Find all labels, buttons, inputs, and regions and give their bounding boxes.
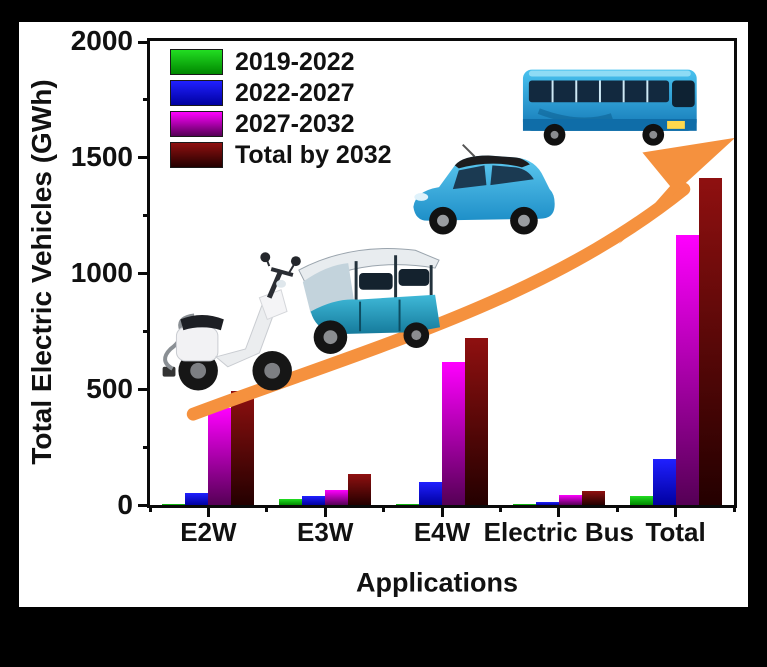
x-tick-major: [674, 505, 678, 517]
legend-label: 2022-2027: [235, 79, 355, 107]
bar-Total-by-2032-E4W: [465, 337, 488, 505]
x-tick-major: [206, 505, 210, 517]
y-tick-minor: [143, 213, 150, 217]
x-tick-label: E4W: [413, 517, 471, 547]
legend-swatch: [170, 49, 223, 75]
chart-figure: Total Electric Vehicles (GWh) Applicatio…: [19, 22, 748, 607]
y-tick-major: [138, 503, 150, 507]
bar-Total-by-2032-Total: [698, 177, 722, 505]
legend-label: 2027-2032: [235, 110, 355, 138]
bar-2022-2027-Total: [652, 458, 676, 505]
bar-Total-by-2032-Electric-Bus: [581, 491, 605, 505]
bar-2027-2032-Electric-Bus: [558, 494, 582, 505]
y-axis-title: Total Electric Vehicles (GWh): [26, 79, 57, 465]
x-tick-minor: [382, 505, 386, 512]
bar-2022-2027-E3W: [302, 495, 326, 505]
x-tick-label: Total: [645, 517, 706, 547]
y-tick-label: 1000: [70, 257, 133, 288]
x-tick-minor: [498, 505, 502, 512]
x-axis-title: Applications: [355, 567, 519, 598]
legend-label: 2019-2022: [235, 48, 355, 76]
y-tick-minor: [143, 445, 150, 449]
x-tick-minor: [732, 505, 736, 512]
bar-2019-2022-E3W: [279, 499, 303, 505]
legend-item: 2022-2027: [170, 80, 392, 106]
y-tick-label: 1500: [70, 141, 133, 172]
y-tick-label: 500: [86, 373, 133, 404]
x-tick-label: E2W: [180, 517, 237, 547]
legend-label: Total by 2032: [235, 141, 392, 169]
bar-group-e4w: [396, 41, 488, 505]
x-tick-minor: [615, 505, 619, 512]
y-tick-major: [138, 271, 150, 275]
bar-Total-by-2032-E3W: [348, 473, 372, 505]
x-tick-major: [440, 505, 444, 517]
bar-2019-2022-E2W: [162, 504, 186, 505]
bar-2022-2027-E2W: [185, 493, 209, 505]
bar-Total-by-2032-E2W: [231, 391, 255, 505]
bar-group-total: [629, 41, 722, 505]
legend-item: 2019-2022: [170, 49, 392, 75]
legend-swatch: [170, 80, 223, 106]
x-tick-minor: [148, 505, 152, 512]
y-tick-major: [138, 155, 150, 159]
y-tick-minor: [143, 97, 150, 101]
legend-swatch: [170, 111, 223, 137]
x-tick-minor: [265, 505, 269, 512]
bar-2022-2027-Electric-Bus: [535, 501, 559, 505]
legend-swatch: [170, 142, 223, 168]
y-tick-major: [138, 41, 150, 44]
x-tick-major: [323, 505, 327, 517]
bar-group-electric-bus: [512, 41, 605, 505]
legend-item: Total by 2032: [170, 142, 392, 168]
bar-2027-2032-E4W: [442, 362, 465, 505]
x-tick-label: Electric Bus: [483, 517, 634, 547]
y-tick-label: 2000: [70, 25, 133, 56]
bar-2027-2032-E2W: [208, 407, 232, 505]
y-tick-minor: [143, 329, 150, 333]
y-tick-label: 0: [117, 489, 133, 520]
bar-2027-2032-Total: [675, 234, 699, 505]
legend: 2019-2022 2022-2027 2027-2032 Total by 2032: [170, 49, 392, 168]
bar-2027-2032-E3W: [325, 489, 349, 505]
plot-area: 2019-2022 2022-2027 2027-2032 Total by 2032: [71, 25, 737, 547]
bar-2022-2027-E4W: [419, 481, 442, 505]
bar-2019-2022-Electric-Bus: [512, 504, 536, 505]
legend-item: 2027-2032: [170, 111, 392, 137]
bar-group-e3w: [279, 41, 372, 505]
x-tick-label: E3W: [297, 517, 354, 547]
bar-2019-2022-Total: [629, 495, 653, 505]
y-tick-major: [138, 387, 150, 391]
x-tick-major: [557, 505, 561, 517]
bar-2019-2022-E4W: [396, 504, 419, 505]
